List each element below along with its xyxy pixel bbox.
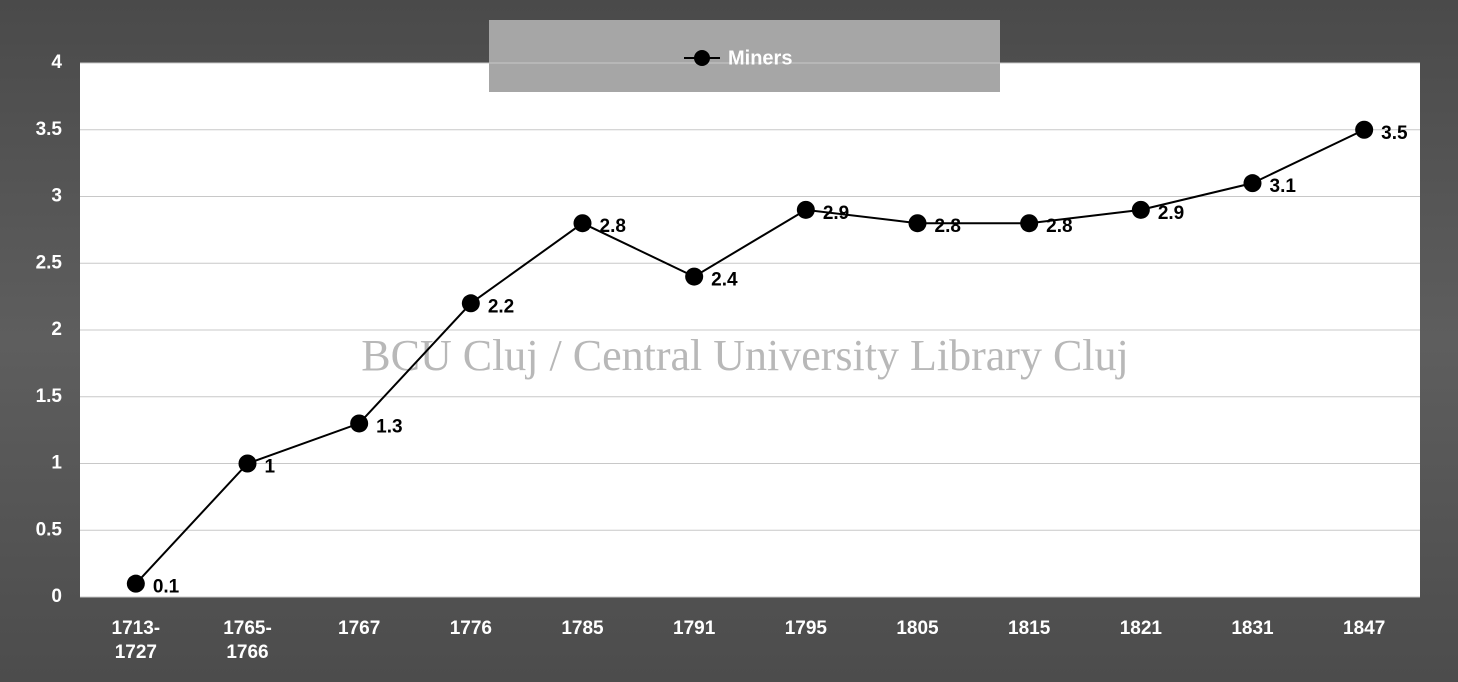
watermark: BCU Cluj / Central University Library Cl… xyxy=(361,331,1129,380)
line xyxy=(135,128,1365,585)
data-label: 2.9 xyxy=(1158,203,1184,224)
y-tick-label: 1.5 xyxy=(36,386,63,407)
data-label: 2.8 xyxy=(935,216,961,237)
data-label: 2.8 xyxy=(1046,216,1072,237)
point xyxy=(126,574,145,593)
data-label: 3.5 xyxy=(1381,123,1408,144)
point xyxy=(908,214,927,233)
x-tick-label: 1795 xyxy=(784,618,827,639)
y-tick-label: 2 xyxy=(51,319,62,340)
point xyxy=(238,454,257,473)
y-tick-label: 2.5 xyxy=(36,252,63,273)
x-tick-label: 1713-1727 xyxy=(111,618,161,663)
point xyxy=(796,200,815,219)
point xyxy=(1355,120,1374,139)
data-label: 0.1 xyxy=(153,577,180,598)
x-tick-label: 1847 xyxy=(1343,618,1386,639)
y-tick-label: 3 xyxy=(51,186,62,207)
point xyxy=(1020,214,1039,233)
y-tick-label: 4 xyxy=(51,52,62,73)
data-label: 2.2 xyxy=(488,296,514,317)
x-tick-label: 1791 xyxy=(673,618,716,639)
x-tick-label: 1776 xyxy=(449,618,492,639)
x-tick-label: 1815 xyxy=(1008,618,1051,639)
point xyxy=(461,294,480,313)
legend-label: Miners xyxy=(728,47,792,69)
x-tick-label: 1821 xyxy=(1119,618,1162,639)
data-label: 1.3 xyxy=(376,416,402,437)
x-tick-label: 1767 xyxy=(338,618,381,639)
y-tick-label: 0.5 xyxy=(36,519,63,540)
x-tick-label: 1831 xyxy=(1231,618,1274,639)
x-tick-label: 1785 xyxy=(561,618,604,639)
y-tick-label: 1 xyxy=(51,453,62,474)
data-label: 3.1 xyxy=(1270,176,1297,197)
y-tick-label: 3.5 xyxy=(36,119,63,140)
data-label: 2.4 xyxy=(711,270,738,291)
data-label: 2.8 xyxy=(600,216,626,237)
data-label: 2.9 xyxy=(823,203,849,224)
point xyxy=(350,414,369,433)
y-tick-label: 0 xyxy=(51,586,62,607)
point xyxy=(1243,174,1262,193)
legend-marker xyxy=(694,50,710,66)
x-tick-label: 1765-1766 xyxy=(223,618,272,663)
point xyxy=(1131,200,1150,219)
x-tick-label: 1805 xyxy=(896,618,939,639)
data-label: 1 xyxy=(265,457,276,478)
point xyxy=(573,214,592,233)
legend-box xyxy=(489,20,1000,92)
point xyxy=(685,267,704,286)
